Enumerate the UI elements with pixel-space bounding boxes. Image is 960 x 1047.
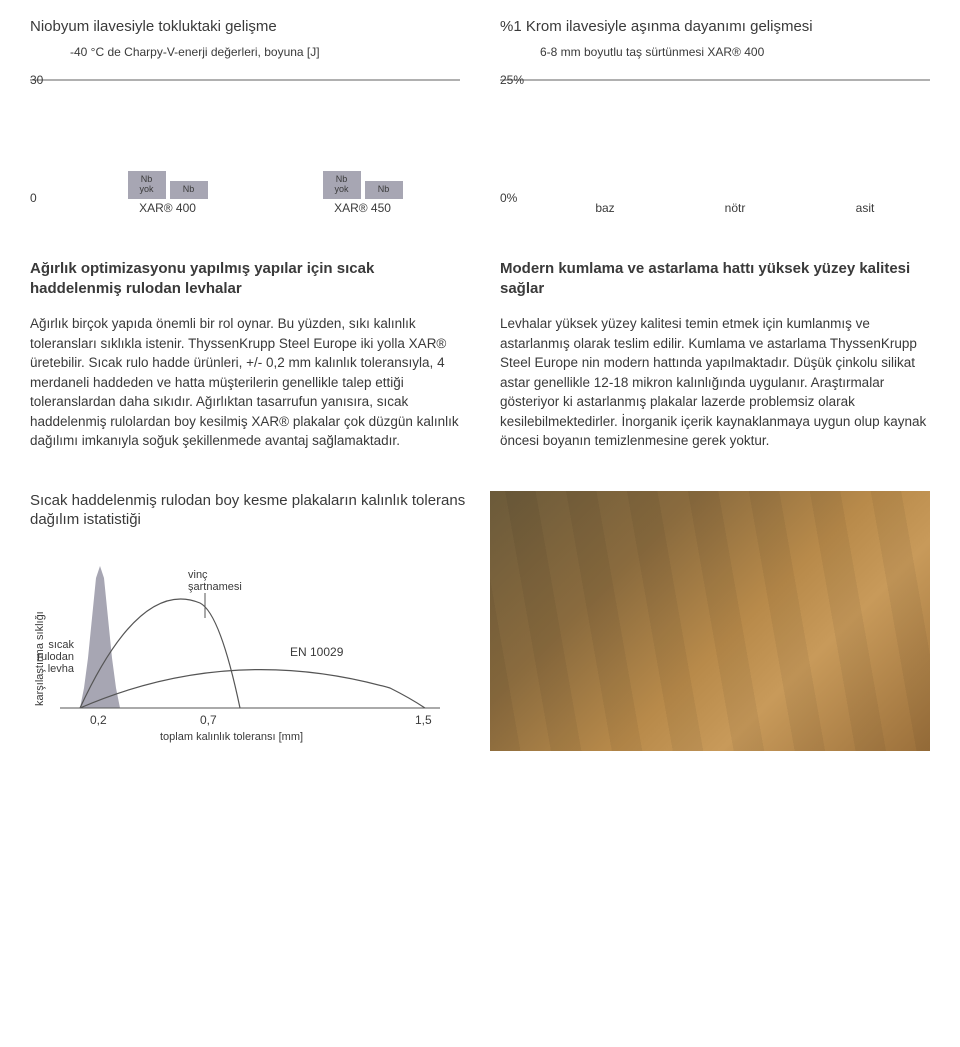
- bar: Nbyok: [323, 171, 361, 199]
- y-min: 0: [30, 191, 37, 205]
- bar-group: NbyokNb: [70, 81, 265, 199]
- x-label: XAR® 400: [70, 201, 265, 219]
- chart-area: 25% 0% baznötrasit: [500, 79, 930, 219]
- y-max: 25%: [500, 73, 524, 87]
- section-body: Levhalar yüksek yüzey kalitesi temin etm…: [500, 314, 930, 451]
- factory-photo: [490, 491, 930, 751]
- peak-shape: [80, 566, 120, 708]
- bar-label: Nb: [365, 181, 403, 199]
- x-axis-label: toplam kalınlık toleransı [mm]: [160, 731, 303, 743]
- section-heading: Modern kumlama ve astarlama hattı yüksek…: [500, 259, 930, 298]
- text-columns: Ağırlık optimizasyonu yapılmış yapılar i…: [30, 259, 930, 451]
- bar-group: NbyokNb: [265, 81, 460, 199]
- bar: Nbyok: [128, 171, 166, 199]
- stat-title: Sıcak haddelenmiş rulodan boy kesme plak…: [30, 491, 470, 530]
- curve-en: [80, 670, 425, 708]
- y-min: 0%: [500, 191, 517, 205]
- bar-label: Nbyok: [128, 171, 166, 199]
- x-label: nötr: [670, 201, 800, 219]
- bar-rect: Nb: [365, 181, 403, 199]
- chart-area: 30 0 NbyokNbNbyokNb XAR® 400XAR® 450: [30, 79, 460, 219]
- y-max: 30: [30, 73, 43, 87]
- bar: Nb: [365, 181, 403, 199]
- col-left: Ağırlık optimizasyonu yapılmış yapılar i…: [30, 259, 460, 451]
- stat-chart-block: Sıcak haddelenmiş rulodan boy kesme plak…: [30, 491, 470, 748]
- bar-rect: Nbyok: [323, 171, 361, 199]
- bar-rect: Nb: [170, 181, 208, 199]
- curve-label: vinçşartnamesi: [188, 569, 242, 593]
- chart-krom: %1 Krom ilavesiyle aşınma dayanımı geliş…: [500, 18, 930, 219]
- bar-group: [540, 81, 670, 199]
- bar: Nb: [170, 181, 208, 199]
- photo-placeholder: [490, 491, 930, 751]
- bar-label: Nbyok: [323, 171, 361, 199]
- chart-niobyum: Niobyum ilavesiyle tokluktaki gelişme -4…: [30, 18, 460, 219]
- y-axis-label: karşılaştırma sıklığı: [34, 611, 46, 706]
- bar-rect: Nbyok: [128, 171, 166, 199]
- section-body: Ağırlık birçok yapıda önemli bir rol oyn…: [30, 314, 460, 451]
- chart-title: Niobyum ilavesiyle tokluktaki gelişme: [30, 18, 460, 35]
- ref-label: EN 10029: [290, 645, 344, 659]
- chart-subtitle: -40 °C de Charpy-V-enerji değerleri, boy…: [30, 45, 460, 59]
- col-right: Modern kumlama ve astarlama hattı yüksek…: [500, 259, 930, 451]
- xtick: 0,2: [90, 713, 107, 727]
- bar-group: [670, 81, 800, 199]
- chart-subtitle: 6-8 mm boyutlu taş sürtünmesi XAR® 400: [500, 45, 930, 59]
- xtick: 1,5: [415, 713, 432, 727]
- bar-label: Nb: [170, 181, 208, 199]
- x-label: XAR® 450: [265, 201, 460, 219]
- section-heading: Ağırlık optimizasyonu yapılmış yapılar i…: [30, 259, 460, 298]
- stat-chart: 0,2 0,7 1,5 toplam kalınlık toleransı [m…: [30, 548, 470, 748]
- bottom-row: Sıcak haddelenmiş rulodan boy kesme plak…: [30, 491, 930, 751]
- xtick: 0,7: [200, 713, 217, 727]
- top-charts-row: Niobyum ilavesiyle tokluktaki gelişme -4…: [30, 18, 930, 219]
- bar-group: [800, 81, 930, 199]
- x-label: asit: [800, 201, 930, 219]
- x-label: baz: [540, 201, 670, 219]
- stat-svg: 0,2 0,7 1,5 toplam kalınlık toleransı [m…: [30, 548, 470, 748]
- chart-title: %1 Krom ilavesiyle aşınma dayanımı geliş…: [500, 18, 930, 35]
